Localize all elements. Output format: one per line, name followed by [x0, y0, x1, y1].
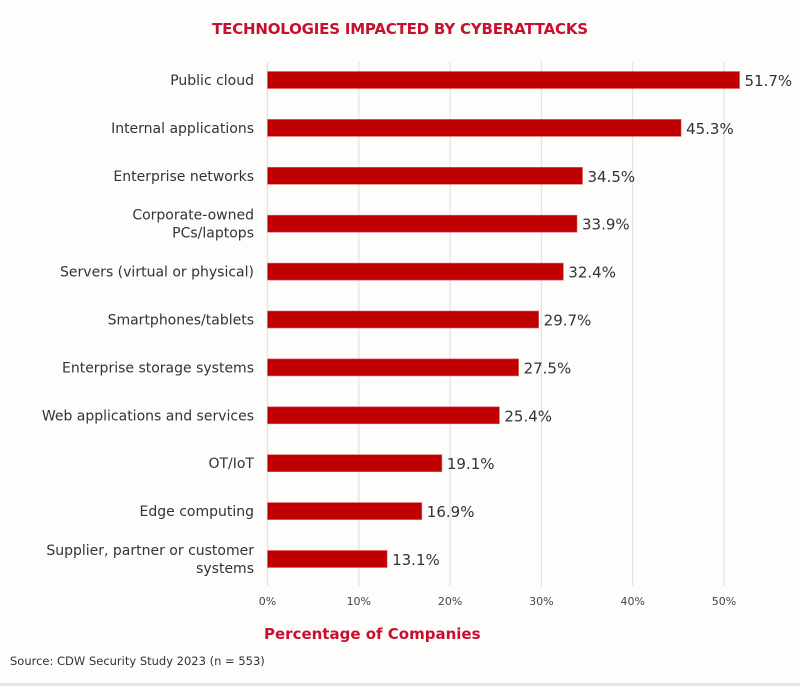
bar: [267, 167, 583, 185]
y-category-label: Enterprise networks: [113, 169, 254, 185]
bar: [267, 502, 423, 520]
data-label: 27.5%: [524, 359, 572, 377]
bar: [267, 71, 740, 89]
bar: [267, 358, 519, 377]
bar: [267, 310, 539, 329]
x-tick-label: 30%: [529, 595, 553, 608]
x-tick-label: 20%: [438, 595, 462, 608]
bar: [267, 454, 443, 473]
y-category-label: Corporate-owned: [132, 208, 254, 224]
y-category-label: Public cloud: [170, 73, 254, 89]
y-category-label: systems: [196, 561, 254, 577]
bar: [267, 262, 564, 281]
bar: [267, 119, 682, 137]
data-label: 51.7%: [745, 72, 793, 90]
data-label: 34.5%: [587, 168, 635, 186]
bar: [267, 406, 500, 425]
x-tick-label: 0%: [259, 595, 276, 608]
y-category-label: Smartphones/tablets: [108, 313, 254, 329]
y-category-label: Edge computing: [140, 504, 254, 520]
y-category-label: Supplier, partner or customer: [46, 543, 254, 559]
bar: [267, 214, 578, 233]
data-label: 29.7%: [544, 312, 592, 330]
data-label: 45.3%: [686, 120, 734, 138]
data-label: 32.4%: [568, 264, 616, 282]
data-label: 25.4%: [504, 407, 552, 425]
x-axis-label: Percentage of Companies: [264, 625, 481, 643]
data-label: 33.9%: [582, 216, 630, 234]
y-category-label: PCs/laptops: [172, 226, 254, 242]
data-label: 16.9%: [427, 503, 475, 521]
x-tick-label: 40%: [620, 595, 644, 608]
source-note: Source: CDW Security Study 2023 (n = 553…: [10, 654, 265, 668]
x-tick-label: 10%: [347, 595, 371, 608]
y-category-label: Web applications and services: [42, 408, 254, 424]
y-category-label: Enterprise storage systems: [62, 360, 254, 376]
chart-title: TECHNOLOGIES IMPACTED BY CYBERATTACKS: [212, 20, 588, 38]
data-label: 13.1%: [392, 551, 440, 569]
y-category-label: OT/IoT: [208, 456, 254, 472]
bar: [267, 550, 388, 568]
bottom-border: [0, 683, 800, 686]
y-category-label: Servers (virtual or physical): [60, 265, 254, 281]
y-category-label: Internal applications: [111, 121, 254, 137]
x-tick-label: 50%: [712, 595, 736, 608]
data-label: 19.1%: [447, 455, 495, 473]
